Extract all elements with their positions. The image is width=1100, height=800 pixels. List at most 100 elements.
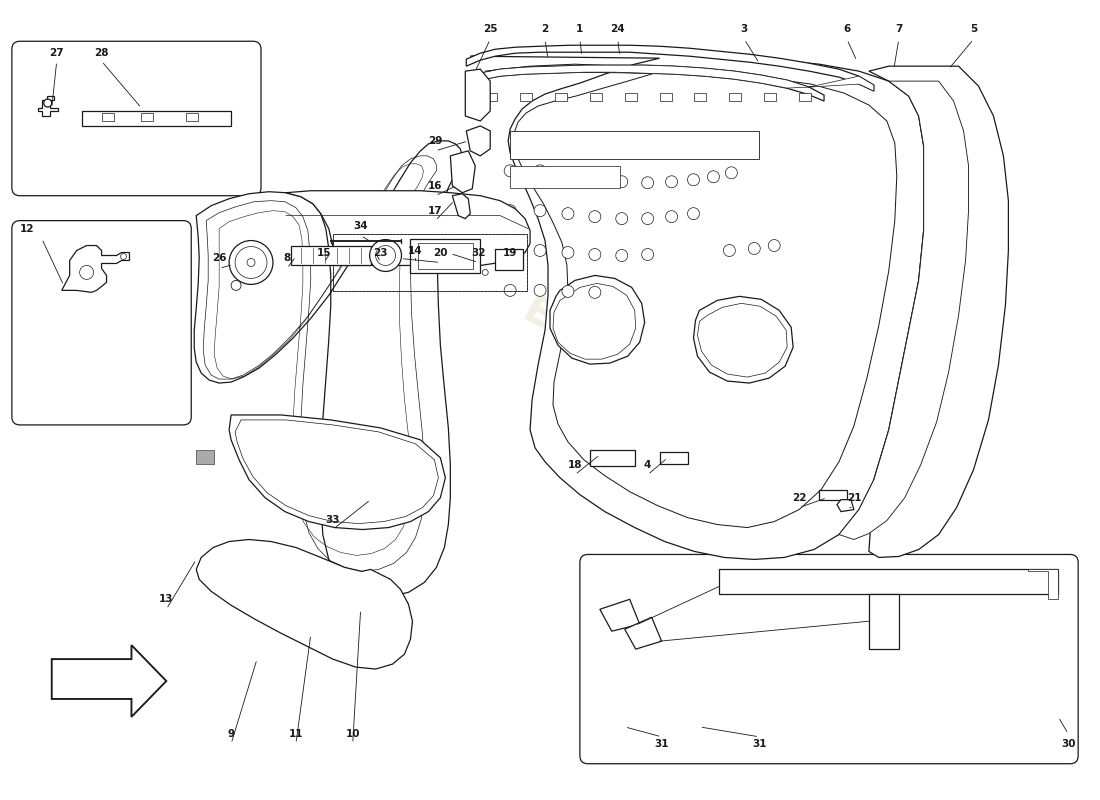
Polygon shape xyxy=(625,93,637,101)
Text: 13: 13 xyxy=(160,594,174,604)
FancyBboxPatch shape xyxy=(12,221,191,425)
Polygon shape xyxy=(452,194,471,218)
Text: 2: 2 xyxy=(541,24,549,34)
Circle shape xyxy=(504,165,516,177)
Polygon shape xyxy=(550,275,645,364)
Circle shape xyxy=(375,246,396,266)
Circle shape xyxy=(588,286,601,298)
Text: 17: 17 xyxy=(428,206,442,216)
Polygon shape xyxy=(693,296,793,383)
Circle shape xyxy=(482,270,488,275)
Circle shape xyxy=(768,239,780,251)
Polygon shape xyxy=(196,539,412,669)
Text: 6: 6 xyxy=(844,24,850,34)
Text: 26: 26 xyxy=(212,254,227,263)
Circle shape xyxy=(666,210,678,222)
Circle shape xyxy=(616,250,628,262)
Bar xyxy=(510,131,759,159)
Circle shape xyxy=(724,245,736,257)
Polygon shape xyxy=(450,151,475,193)
Text: parts: parts xyxy=(651,452,728,508)
FancyBboxPatch shape xyxy=(12,42,261,196)
Text: 31: 31 xyxy=(654,739,669,749)
Text: 32: 32 xyxy=(471,247,485,258)
Polygon shape xyxy=(466,126,491,156)
Circle shape xyxy=(562,286,574,298)
Polygon shape xyxy=(869,594,899,649)
Bar xyxy=(495,249,524,270)
Circle shape xyxy=(562,169,574,181)
Text: 9: 9 xyxy=(228,729,234,739)
Circle shape xyxy=(641,249,653,261)
Polygon shape xyxy=(600,599,640,631)
Circle shape xyxy=(44,99,52,107)
Circle shape xyxy=(688,208,700,220)
Polygon shape xyxy=(556,93,566,101)
Polygon shape xyxy=(869,66,1009,558)
Text: 11: 11 xyxy=(288,729,304,739)
Circle shape xyxy=(588,249,601,261)
Circle shape xyxy=(504,205,516,217)
Text: 30: 30 xyxy=(1060,739,1076,749)
Circle shape xyxy=(588,173,601,185)
Text: 4: 4 xyxy=(644,460,651,470)
Text: 31: 31 xyxy=(752,739,767,749)
Text: 25: 25 xyxy=(483,24,497,34)
Text: 10: 10 xyxy=(345,729,360,739)
Bar xyxy=(418,242,473,270)
Circle shape xyxy=(235,246,267,278)
Circle shape xyxy=(641,213,653,225)
Polygon shape xyxy=(729,93,741,101)
Bar xyxy=(101,113,113,121)
Text: 22: 22 xyxy=(792,493,806,502)
Polygon shape xyxy=(37,96,57,116)
Text: EUROSPARE: EUROSPARE xyxy=(516,292,763,448)
Circle shape xyxy=(248,258,255,266)
Text: 20: 20 xyxy=(433,247,448,258)
Text: 3: 3 xyxy=(740,24,748,34)
Circle shape xyxy=(504,245,516,257)
Polygon shape xyxy=(837,500,854,512)
Circle shape xyxy=(562,246,574,258)
Polygon shape xyxy=(81,111,231,126)
Polygon shape xyxy=(466,65,824,101)
Text: 29: 29 xyxy=(428,136,442,146)
Text: 34: 34 xyxy=(353,221,369,230)
Circle shape xyxy=(535,205,546,217)
Circle shape xyxy=(504,285,516,296)
Circle shape xyxy=(748,242,760,254)
FancyBboxPatch shape xyxy=(580,554,1078,764)
Circle shape xyxy=(588,210,601,222)
Polygon shape xyxy=(1028,570,1058,599)
Circle shape xyxy=(688,174,700,186)
Text: 18: 18 xyxy=(568,460,582,470)
Text: 12: 12 xyxy=(20,223,34,234)
Polygon shape xyxy=(466,65,873,91)
Circle shape xyxy=(79,266,94,279)
Bar xyxy=(196,450,214,464)
Bar xyxy=(660,452,688,464)
Polygon shape xyxy=(62,246,130,292)
Text: 7: 7 xyxy=(895,24,902,34)
Text: 28: 28 xyxy=(95,48,109,58)
Polygon shape xyxy=(466,46,873,91)
Circle shape xyxy=(641,177,653,189)
Polygon shape xyxy=(485,93,497,101)
Circle shape xyxy=(121,254,126,259)
Circle shape xyxy=(535,165,546,177)
Text: 15: 15 xyxy=(317,247,331,258)
Circle shape xyxy=(666,176,678,188)
Polygon shape xyxy=(590,93,602,101)
Circle shape xyxy=(535,285,546,296)
Circle shape xyxy=(616,176,628,188)
Bar xyxy=(410,238,481,274)
Bar xyxy=(510,166,619,188)
Bar xyxy=(333,234,527,291)
Circle shape xyxy=(707,170,719,182)
Text: 33: 33 xyxy=(326,514,340,525)
Circle shape xyxy=(231,281,241,290)
Bar xyxy=(186,113,198,121)
Polygon shape xyxy=(694,93,706,101)
Bar xyxy=(290,246,371,266)
Bar xyxy=(590,450,635,466)
